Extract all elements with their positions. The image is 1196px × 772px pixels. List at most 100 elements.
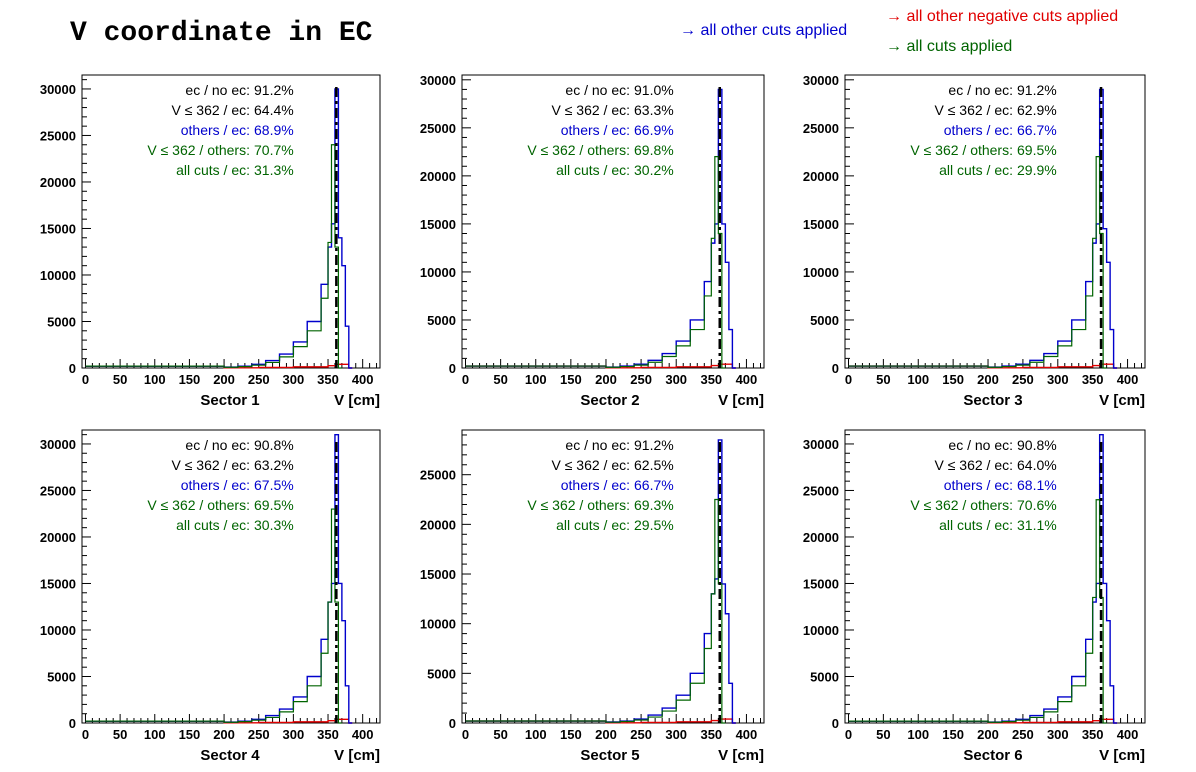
histogram-all-cuts [85, 144, 342, 369]
y-tick-label: 10000 [40, 268, 76, 283]
y-tick-label: 15000 [420, 567, 456, 582]
x-tick-label: 0 [462, 727, 469, 742]
stat-value: 91.2% [1017, 82, 1057, 98]
stat-value: 63.3% [634, 102, 674, 118]
stat-label: V ≤ 362 / others: [527, 497, 630, 513]
x-tick-label: 50 [493, 727, 507, 742]
x-tick-label: 100 [907, 727, 929, 742]
y-tick-label: 0 [69, 361, 76, 376]
y-tick-label: 15000 [40, 221, 76, 236]
x-tick-label: 350 [1082, 372, 1104, 387]
x-tick-label: 100 [144, 372, 166, 387]
sector-plot: 0 50 100 150 200 250 300 350 400 0 5000 10000 15000 2… [420, 429, 765, 764]
y-tick-label: 25000 [420, 121, 456, 136]
x-tick-label: 400 [1117, 727, 1139, 742]
x-tick-label: 150 [942, 727, 964, 742]
stat-label: V ≤ 362 / ec: [551, 457, 630, 473]
stat-value: 64.0% [1017, 457, 1057, 473]
stat-value: 70.7% [254, 142, 294, 158]
stat-value: 66.7% [634, 477, 674, 493]
x-tick-label: 150 [179, 727, 201, 742]
x-tick-label: 200 [213, 372, 235, 387]
sector-plot: 0 50 100 150 200 250 300 350 400 0 5000 10000 15000 2… [803, 73, 1146, 409]
stat-value: 64.4% [254, 102, 294, 118]
stat-value: 62.5% [634, 457, 674, 473]
x-tick-label: 350 [700, 372, 722, 387]
x-tick-label: 400 [352, 727, 374, 742]
stat-label: V ≤ 362 / others: [147, 142, 250, 158]
stat-label: all cuts / ec: [176, 517, 250, 533]
x-axis-label: V [cm] [1099, 747, 1145, 764]
stat-label: V ≤ 362 / others: [910, 142, 1013, 158]
stat-value: 67.5% [254, 477, 294, 493]
stat-value: 90.8% [254, 437, 294, 453]
x-tick-label: 300 [665, 372, 687, 387]
stat-value: 66.7% [1017, 122, 1057, 138]
x-tick-label: 200 [977, 727, 999, 742]
stat-label: others / ec: [944, 477, 1013, 493]
x-tick-label: 0 [845, 372, 852, 387]
legend-red-entry: → all other negative cuts applied [886, 8, 1119, 25]
y-tick-label: 30000 [40, 82, 76, 97]
stat-label: V ≤ 362 / ec: [934, 457, 1013, 473]
y-tick-label: 20000 [40, 530, 76, 545]
y-tick-label: 25000 [803, 121, 839, 136]
stat-label: ec / no ec: [565, 82, 630, 98]
stat-label: ec / no ec: [948, 82, 1013, 98]
y-tick-label: 20000 [803, 530, 839, 545]
y-tick-label: 10000 [40, 623, 76, 638]
x-tick-label: 50 [493, 372, 507, 387]
stat-label: ec / no ec: [185, 82, 250, 98]
x-axis-label: V [cm] [334, 392, 380, 409]
stat-label: V ≤ 362 / ec: [171, 457, 250, 473]
x-tick-label: 300 [283, 727, 305, 742]
stat-value: 91.2% [254, 82, 294, 98]
panel-label: Sector 4 [200, 747, 260, 764]
stat-label: ec / no ec: [948, 437, 1013, 453]
y-tick-label: 30000 [803, 73, 839, 88]
y-tick-label: 5000 [47, 314, 76, 329]
stat-label: ec / no ec: [565, 437, 630, 453]
stat-value: 31.1% [1017, 517, 1057, 533]
y-tick-label: 10000 [803, 623, 839, 638]
x-tick-label: 150 [179, 372, 201, 387]
stat-label: V ≤ 362 / ec: [551, 102, 630, 118]
x-tick-label: 250 [1012, 727, 1034, 742]
stat-label: V ≤ 362 / others: [527, 142, 630, 158]
x-tick-label: 300 [1047, 727, 1069, 742]
panel-label: Sector 6 [963, 747, 1022, 764]
stat-value: 63.2% [254, 457, 294, 473]
stat-label: others / ec: [561, 477, 630, 493]
x-tick-label: 0 [462, 372, 469, 387]
panel-label: Sector 1 [200, 392, 259, 409]
page-title: V coordinate in EC [70, 18, 373, 49]
y-tick-label: 15000 [803, 576, 839, 591]
x-axis-label: V [cm] [718, 392, 764, 409]
histogram-all-cuts [465, 498, 726, 724]
x-tick-label: 50 [876, 372, 890, 387]
y-tick-label: 20000 [420, 169, 456, 184]
histogram-all-cuts [465, 156, 726, 369]
x-tick-label: 250 [248, 372, 270, 387]
panel-label: Sector 3 [963, 392, 1022, 409]
x-tick-label: 200 [595, 372, 617, 387]
x-tick-label: 300 [283, 372, 305, 387]
x-axis-label: V [cm] [334, 747, 380, 764]
y-tick-label: 25000 [40, 128, 76, 143]
y-tick-label: 30000 [40, 437, 76, 452]
stat-value: 30.2% [634, 162, 674, 178]
stat-label: V ≤ 362 / ec: [934, 102, 1013, 118]
stat-label: V ≤ 362 / others: [147, 497, 250, 513]
x-tick-label: 100 [907, 372, 929, 387]
stat-label: V ≤ 362 / ec: [171, 102, 250, 118]
y-tick-label: 5000 [810, 669, 839, 684]
y-tick-label: 10000 [420, 617, 456, 632]
x-tick-label: 150 [560, 372, 582, 387]
y-tick-label: 20000 [40, 175, 76, 190]
stat-value: 31.3% [254, 162, 294, 178]
y-tick-label: 25000 [40, 483, 76, 498]
y-tick-label: 0 [832, 716, 839, 731]
x-tick-label: 150 [560, 727, 582, 742]
x-tick-label: 350 [317, 727, 339, 742]
x-axis-label: V [cm] [718, 747, 764, 764]
